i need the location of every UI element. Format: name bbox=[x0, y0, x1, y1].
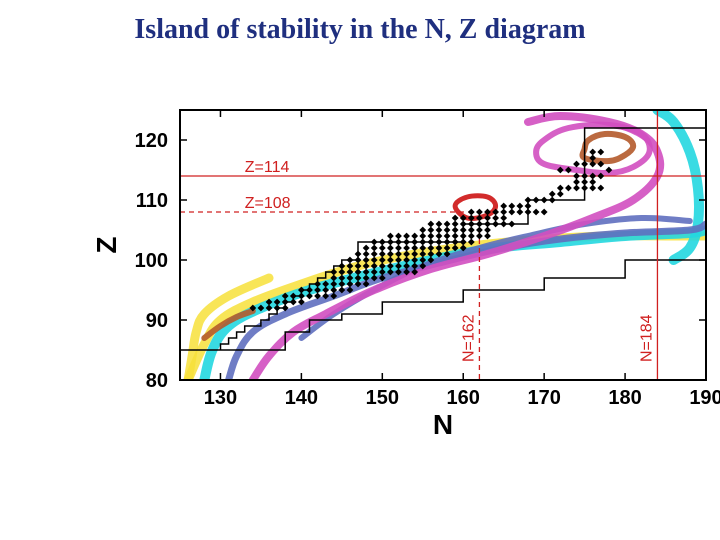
ytick-label: 110 bbox=[136, 190, 168, 212]
ytick-label: 120 bbox=[135, 130, 168, 152]
ref-label: Z=114 bbox=[245, 159, 290, 176]
ref-label: N=184 bbox=[638, 314, 655, 362]
y-axis-label: Z bbox=[91, 236, 122, 253]
xtick-label: 190 bbox=[689, 387, 720, 409]
ytick-label: 80 bbox=[146, 370, 168, 392]
ytick-label: 90 bbox=[146, 310, 168, 332]
page-title: Island of stability in the N, Z diagram bbox=[0, 14, 720, 46]
chart-svg: Z=114Z=108N=162N=18413014015016017018019… bbox=[70, 90, 690, 460]
xtick-label: 170 bbox=[527, 387, 560, 409]
xtick-label: 180 bbox=[608, 387, 641, 409]
nz-diagram: Z=114Z=108N=162N=18413014015016017018019… bbox=[70, 90, 690, 460]
ref-label: N=162 bbox=[460, 314, 477, 362]
xtick-label: 160 bbox=[447, 387, 480, 409]
page-title-text: Island of stability in the N, Z diagram bbox=[134, 14, 585, 45]
ytick-label: 100 bbox=[135, 250, 168, 272]
xtick-label: 130 bbox=[204, 387, 237, 409]
ref-label: Z=108 bbox=[245, 195, 291, 212]
xtick-label: 150 bbox=[366, 387, 399, 409]
x-axis-label: N bbox=[433, 409, 453, 440]
xtick-label: 140 bbox=[285, 387, 318, 409]
